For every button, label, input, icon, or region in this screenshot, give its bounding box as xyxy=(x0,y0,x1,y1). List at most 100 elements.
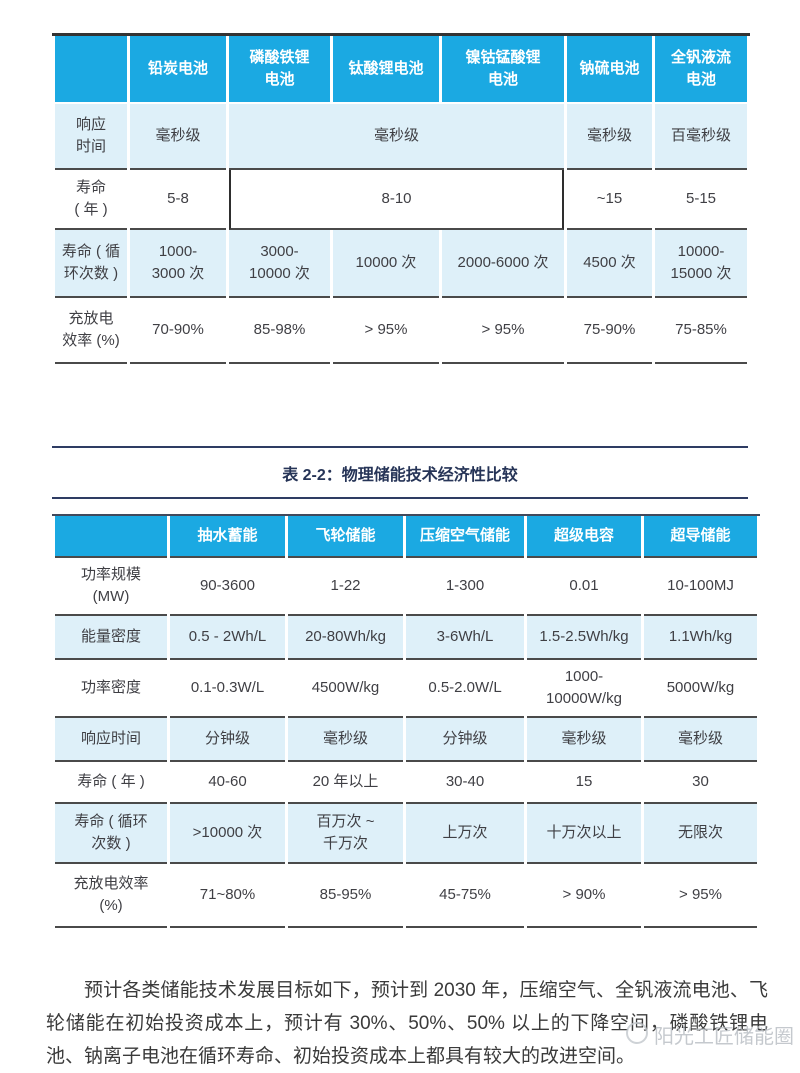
cell: 75-85% xyxy=(655,298,747,364)
cell: 20-80Wh/kg xyxy=(288,616,403,660)
cell: 71~80% xyxy=(170,864,285,928)
corner-cell xyxy=(55,36,127,104)
row-label: 响应时间 xyxy=(55,718,167,762)
cell: 0.01 xyxy=(527,558,641,616)
cell: 毫秒级 xyxy=(527,718,641,762)
cell: > 95% xyxy=(644,864,757,928)
cell: 2000-6000 次 xyxy=(442,230,564,298)
watermark-text: 阳光工匠储能圈 xyxy=(654,1026,794,1048)
cell: 1.5-2.5Wh/kg xyxy=(527,616,641,660)
cell: 十万次以上 xyxy=(527,804,641,864)
cell: 3000- 10000 次 xyxy=(229,230,330,298)
table-row: 功率密度 0.1-0.3W/L 4500W/kg 0.5-2.0W/L 1000… xyxy=(55,660,757,718)
table-row: 充放电效率 (%) 71~80% 85-95% 45-75% > 90% > 9… xyxy=(55,864,757,928)
cell: 5-8 xyxy=(130,170,226,230)
cell: 1-22 xyxy=(288,558,403,616)
cell: 毫秒级 xyxy=(229,104,564,170)
table-header-row: 抽水蓄能 飞轮储能 压缩空气储能 超级电容 超导储能 xyxy=(55,516,757,558)
cell: 毫秒级 xyxy=(644,718,757,762)
cell: 30 xyxy=(644,762,757,804)
cell: 上万次 xyxy=(406,804,524,864)
column-header: 钛酸锂电池 xyxy=(333,36,439,104)
cell: 90-3600 xyxy=(170,558,285,616)
cell: 1000- 3000 次 xyxy=(130,230,226,298)
column-header: 抽水蓄能 xyxy=(170,516,285,558)
table-row: 寿命 ( 循环 次数 ) >10000 次 百万次 ~ 千万次 上万次 十万次以… xyxy=(55,804,757,864)
column-header: 钠硫电池 xyxy=(567,36,652,104)
row-label: 功率密度 xyxy=(55,660,167,718)
row-label: 功率规模 (MW) xyxy=(55,558,167,616)
cell: 70-90% xyxy=(130,298,226,364)
cell: 毫秒级 xyxy=(567,104,652,170)
row-label: 寿命 ( 年 ) xyxy=(55,170,127,230)
cell: >10000 次 xyxy=(170,804,285,864)
table-row: 充放电 效率 (%) 70-90% 85-98% > 95% > 95% 75-… xyxy=(55,298,747,364)
cell: 4500W/kg xyxy=(288,660,403,718)
row-label: 寿命 ( 循环 次数 ) xyxy=(55,804,167,864)
column-header: 超级电容 xyxy=(527,516,641,558)
cell: 85-98% xyxy=(229,298,330,364)
cell: 10000 次 xyxy=(333,230,439,298)
row-label: 充放电 效率 (%) xyxy=(55,298,127,364)
cell: 百万次 ~ 千万次 xyxy=(288,804,403,864)
row-label: 响应 时间 xyxy=(55,104,127,170)
cell: 分钟级 xyxy=(170,718,285,762)
cell: 3-6Wh/L xyxy=(406,616,524,660)
cell: > 95% xyxy=(442,298,564,364)
table-row: 功率规模 (MW) 90-3600 1-22 1-300 0.01 10-100… xyxy=(55,558,757,616)
cell: > 90% xyxy=(527,864,641,928)
cell: 0.5-2.0W/L xyxy=(406,660,524,718)
cell: 45-75% xyxy=(406,864,524,928)
table2-caption-block: 表 2-2：物理储能技术经济性比较 xyxy=(52,446,748,499)
table-row: 能量密度 0.5 - 2Wh/L 20-80Wh/kg 3-6Wh/L 1.5-… xyxy=(55,616,757,660)
cell: 5000W/kg xyxy=(644,660,757,718)
table-row: 响应时间 分钟级 毫秒级 分钟级 毫秒级 毫秒级 xyxy=(55,718,757,762)
cell: 15 xyxy=(527,762,641,804)
cell: 1000- 10000W/kg xyxy=(527,660,641,718)
row-label: 充放电效率 (%) xyxy=(55,864,167,928)
table2-caption: 表 2-2：物理储能技术经济性比较 xyxy=(282,467,518,484)
table-row: 寿命 ( 循 环次数 ) 1000- 3000 次 3000- 10000 次 … xyxy=(55,230,747,298)
cell: 10000- 15000 次 xyxy=(655,230,747,298)
row-label: 能量密度 xyxy=(55,616,167,660)
column-header: 全钒液流 电池 xyxy=(655,36,747,104)
cell: 1.1Wh/kg xyxy=(644,616,757,660)
battery-comparison-table: 铅炭电池 磷酸铁锂 电池 钛酸锂电池 镍钴锰酸锂 电池 钠硫电池 全钒液流 电池… xyxy=(52,33,750,364)
cell: 20 年以上 xyxy=(288,762,403,804)
document-page: 铅炭电池 磷酸铁锂 电池 钛酸锂电池 镍钴锰酸锂 电池 钠硫电池 全钒液流 电池… xyxy=(0,33,800,1067)
watermark: 阳光工匠储能圈 xyxy=(626,1020,794,1049)
cell: 30-40 xyxy=(406,762,524,804)
cell: ~15 xyxy=(567,170,652,230)
cell: 5-15 xyxy=(655,170,747,230)
physical-storage-comparison-table: 抽水蓄能 飞轮储能 压缩空气储能 超级电容 超导储能 功率规模 (MW) 90-… xyxy=(52,514,760,928)
row-label: 寿命 ( 年 ) xyxy=(55,762,167,804)
cell: 75-90% xyxy=(567,298,652,364)
column-header: 超导储能 xyxy=(644,516,757,558)
column-header: 飞轮储能 xyxy=(288,516,403,558)
cell: 分钟级 xyxy=(406,718,524,762)
cell: > 95% xyxy=(333,298,439,364)
cell: 8-10 xyxy=(229,170,564,230)
cell: 1-300 xyxy=(406,558,524,616)
table-header-row: 铅炭电池 磷酸铁锂 电池 钛酸锂电池 镍钴锰酸锂 电池 钠硫电池 全钒液流 电池 xyxy=(55,36,747,104)
table-row: 响应 时间 毫秒级 毫秒级 毫秒级 百毫秒级 xyxy=(55,104,747,170)
cell: 40-60 xyxy=(170,762,285,804)
cell: 无限次 xyxy=(644,804,757,864)
corner-cell xyxy=(55,516,167,558)
column-header: 铅炭电池 xyxy=(130,36,226,104)
watermark-logo-icon xyxy=(626,1021,648,1044)
column-header: 镍钴锰酸锂 电池 xyxy=(442,36,564,104)
table-row: 寿命 ( 年 ) 5-8 8-10 ~15 5-15 xyxy=(55,170,747,230)
cell: 4500 次 xyxy=(567,230,652,298)
cell: 10-100MJ xyxy=(644,558,757,616)
column-header: 压缩空气储能 xyxy=(406,516,524,558)
column-header: 磷酸铁锂 电池 xyxy=(229,36,330,104)
cell: 百毫秒级 xyxy=(655,104,747,170)
cell: 0.5 - 2Wh/L xyxy=(170,616,285,660)
row-label: 寿命 ( 循 环次数 ) xyxy=(55,230,127,298)
cell: 毫秒级 xyxy=(288,718,403,762)
table-row: 寿命 ( 年 ) 40-60 20 年以上 30-40 15 30 xyxy=(55,762,757,804)
cell: 毫秒级 xyxy=(130,104,226,170)
cell: 85-95% xyxy=(288,864,403,928)
cell: 0.1-0.3W/L xyxy=(170,660,285,718)
